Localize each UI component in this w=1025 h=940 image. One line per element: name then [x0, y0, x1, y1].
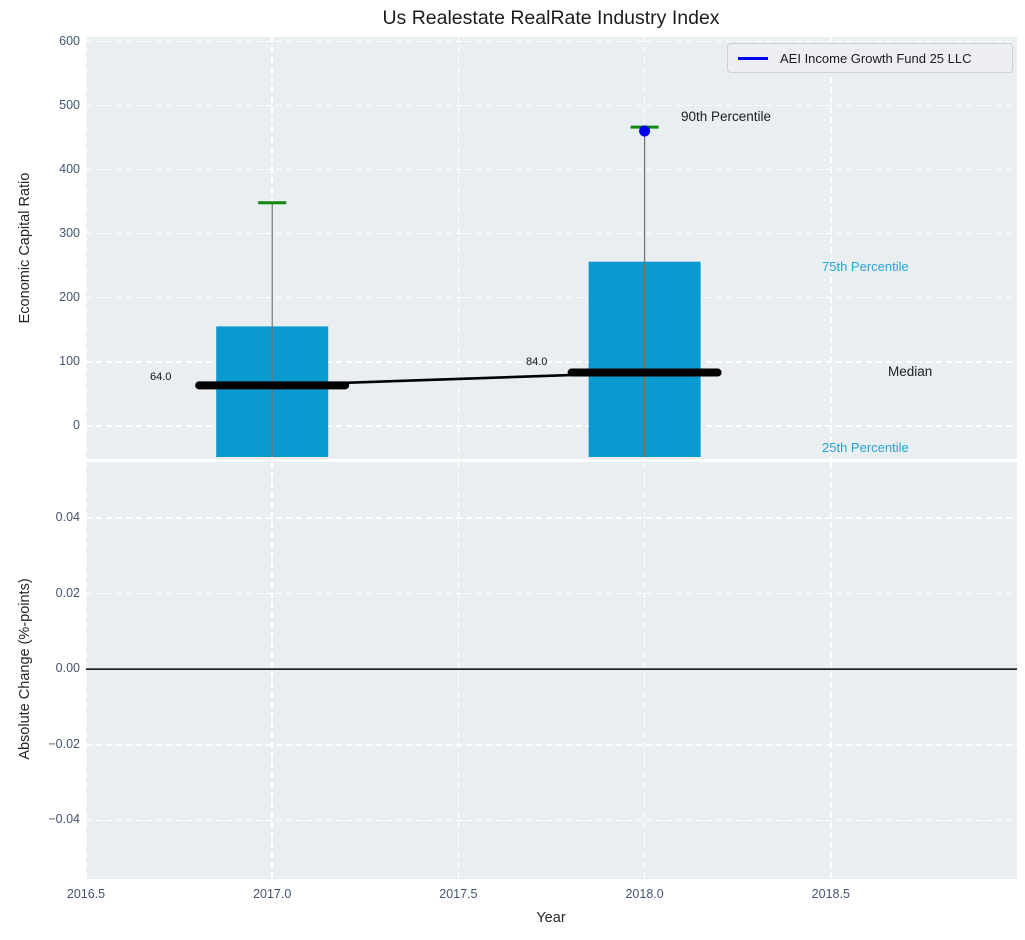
h-gridline [86, 105, 1017, 107]
h-gridline [86, 517, 1017, 519]
top-plot-panel [86, 37, 1017, 459]
x-tick-label: 2017.5 [426, 887, 490, 902]
annotation-75th-percentile: 75th Percentile [822, 259, 909, 274]
annotation-median: Median [888, 364, 932, 379]
h-gridline [86, 297, 1017, 299]
v-gridline [458, 462, 460, 879]
y-tick-label-bottom: 0.02 [34, 586, 80, 601]
figure: Us Realestate RealRate Industry Index Ec… [0, 0, 1025, 940]
y-axis-label-bottom: Absolute Change (%-points) [17, 578, 33, 759]
y-tick-label-bottom: −0.02 [34, 737, 80, 752]
v-gridline [644, 462, 646, 879]
median-value-label-2017: 64.0 [150, 371, 171, 383]
y-tick-label-top: 0 [34, 418, 80, 433]
median-value-label-2018: 84.0 [526, 356, 547, 368]
y-tick-label-bottom: 0.04 [34, 510, 80, 525]
h-gridline [86, 744, 1017, 746]
annotation-25th-percentile: 25th Percentile [822, 440, 909, 455]
h-gridline [86, 593, 1017, 595]
h-gridline [86, 820, 1017, 822]
h-gridline [86, 668, 1017, 670]
chart-title: Us Realestate RealRate Industry Index [382, 7, 719, 30]
legend-label: AEI Income Growth Fund 25 LLC [780, 51, 971, 66]
annotation-90th-percentile: 90th Percentile [681, 109, 771, 124]
y-tick-label-top: 200 [34, 290, 80, 305]
v-gridline [458, 37, 460, 459]
v-gridline [644, 37, 646, 459]
h-gridline [86, 233, 1017, 235]
v-gridline [830, 37, 832, 459]
y-tick-label-bottom: −0.04 [34, 812, 80, 827]
v-gridline [271, 37, 273, 459]
y-tick-label-top: 600 [34, 34, 80, 49]
x-axis-label: Year [536, 910, 565, 926]
y-tick-label-top: 500 [34, 98, 80, 113]
legend: AEI Income Growth Fund 25 LLC [727, 43, 1013, 73]
v-gridline [85, 37, 87, 459]
h-gridline [86, 425, 1017, 427]
y-tick-label-top: 400 [34, 162, 80, 177]
h-gridline [86, 169, 1017, 171]
x-tick-label: 2017.0 [240, 887, 304, 902]
x-tick-label: 2016.5 [54, 887, 118, 902]
v-gridline [271, 462, 273, 879]
y-axis-label-top: Economic Capital Ratio [17, 173, 33, 324]
v-gridline [85, 462, 87, 879]
h-gridline [86, 41, 1017, 43]
x-tick-label: 2018.5 [799, 887, 863, 902]
v-gridline [830, 462, 832, 879]
h-gridline [86, 361, 1017, 363]
y-tick-label-bottom: 0.00 [34, 661, 80, 676]
x-tick-label: 2018.0 [613, 887, 677, 902]
legend-line-swatch [738, 57, 768, 60]
y-tick-label-top: 300 [34, 226, 80, 241]
y-tick-label-top: 100 [34, 354, 80, 369]
bottom-plot-panel [86, 462, 1017, 879]
